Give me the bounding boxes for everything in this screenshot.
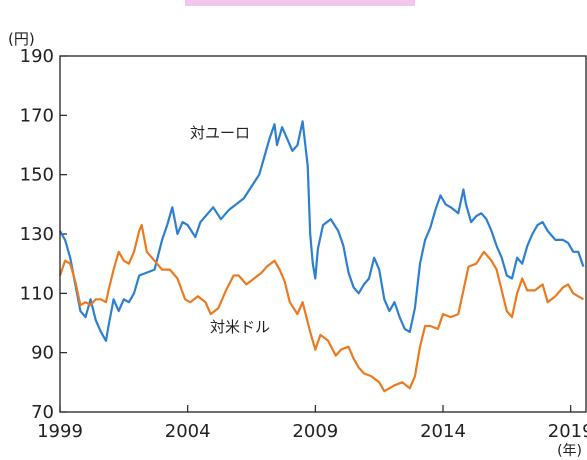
x-tick-label: 1999 bbox=[37, 421, 83, 442]
annotations-layer: 対ユーロ 対米ドル bbox=[190, 124, 270, 336]
annotation-usd: 対米ドル bbox=[210, 318, 270, 336]
x-unit-label: (年) bbox=[557, 443, 582, 459]
y-tick-label: 170 bbox=[20, 105, 54, 126]
x-tick-label: 2019 bbox=[548, 421, 587, 442]
y-unit-label: (円) bbox=[8, 30, 35, 48]
y-tick-label: 150 bbox=[20, 165, 54, 186]
annotation-euro: 対ユーロ bbox=[190, 124, 250, 142]
x-tick-label: 2009 bbox=[292, 421, 338, 442]
cropped-title-strip bbox=[185, 0, 415, 6]
series-line-euro bbox=[59, 120, 585, 342]
y-tick-label: 130 bbox=[20, 224, 54, 245]
plot-frame bbox=[59, 55, 587, 413]
series-line-usd bbox=[58, 224, 584, 393]
series-layer bbox=[58, 120, 585, 393]
x-tick-label: 2014 bbox=[420, 421, 466, 442]
y-tick-label: 90 bbox=[31, 343, 54, 364]
y-tick-label: 70 bbox=[31, 402, 54, 423]
y-tick-label: 190 bbox=[20, 46, 54, 67]
x-tick-label: 2004 bbox=[165, 421, 211, 442]
y-tick-label: 110 bbox=[20, 283, 54, 304]
